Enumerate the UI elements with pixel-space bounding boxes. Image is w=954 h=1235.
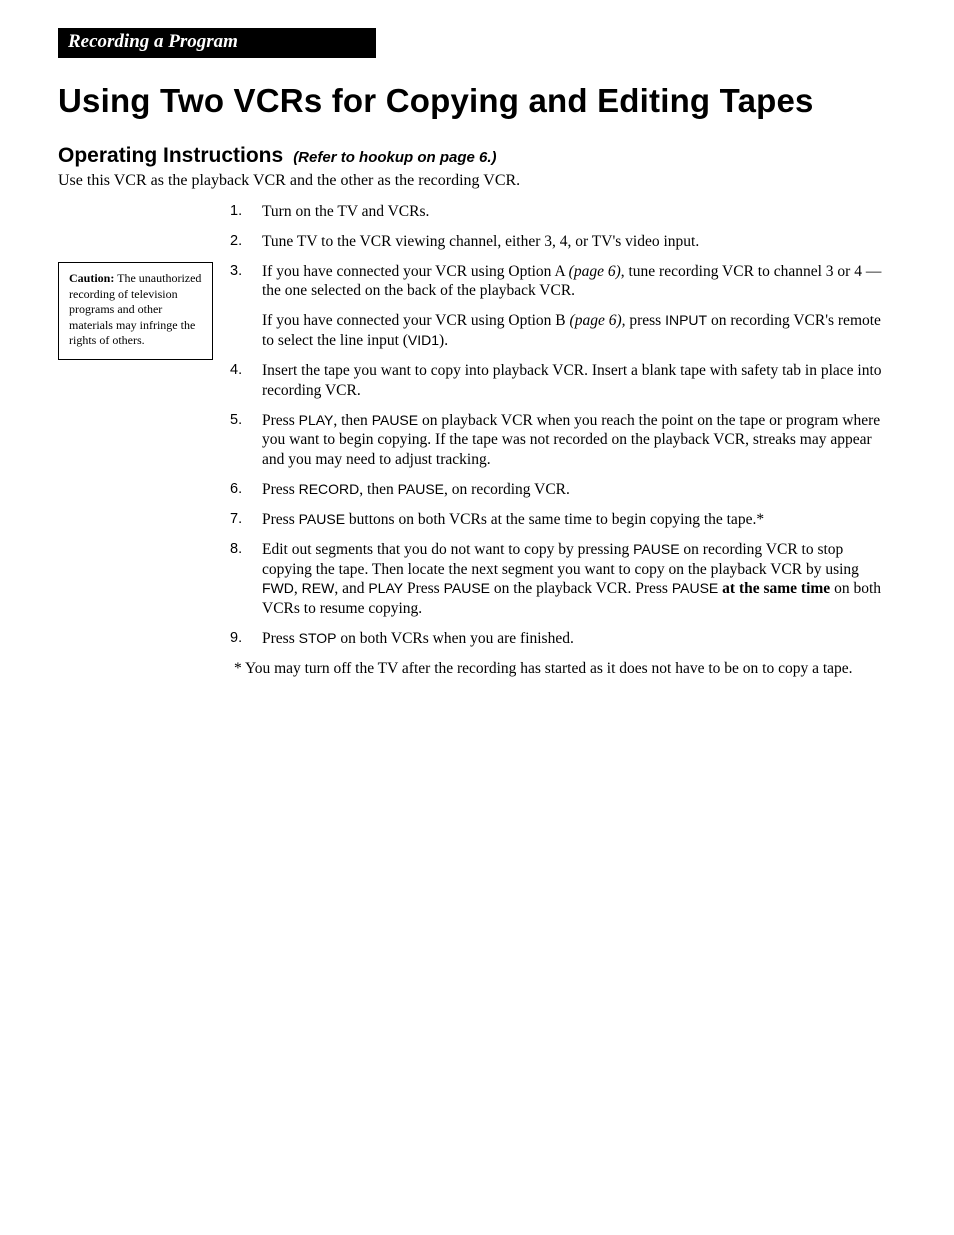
button-label: RECORD xyxy=(299,481,360,497)
text-run: on both VCRs when you are finished. xyxy=(336,630,573,647)
button-label: PAUSE xyxy=(672,580,718,596)
text-run: , xyxy=(294,580,302,597)
step-item: Press PLAY, then PAUSE on playback VCR w… xyxy=(230,411,896,470)
text-run: press xyxy=(625,312,665,329)
text-run: Insert the tape you want to copy into pl… xyxy=(262,362,882,399)
text-run: Turn on the TV and VCRs. xyxy=(262,203,429,220)
text-run: buttons on both VCRs at the same time to… xyxy=(345,511,764,528)
button-label: PAUSE xyxy=(299,511,345,527)
text-run: If you have connected your VCR using Opt… xyxy=(262,263,569,280)
button-label: INPUT xyxy=(665,312,707,328)
text-run: on the playback VCR. Press xyxy=(490,580,672,597)
button-label: PAUSE xyxy=(398,481,444,497)
steps-list: Turn on the TV and VCRs. Tune TV to the V… xyxy=(230,202,896,649)
step-item: Press STOP on both VCRs when you are fin… xyxy=(230,629,896,649)
button-label: PLAY xyxy=(368,580,403,596)
text-run: , then xyxy=(333,412,371,429)
text-run: Press xyxy=(403,580,443,597)
page-title: Using Two VCRs for Copying and Editing T… xyxy=(58,82,896,120)
text-run: Press xyxy=(262,511,299,528)
text-run: at the same time xyxy=(722,580,830,597)
button-label: PAUSE xyxy=(633,541,679,557)
step-item: Tune TV to the VCR viewing channel, eith… xyxy=(230,232,896,252)
button-label: FWD xyxy=(262,580,294,596)
footnote: * You may turn off the TV after the reco… xyxy=(230,659,896,679)
caution-label: Caution: xyxy=(69,271,114,285)
text-run: (page 6), xyxy=(570,312,626,329)
step-item: Press PAUSE buttons on both VCRs at the … xyxy=(230,510,896,530)
button-label: STOP xyxy=(299,630,337,646)
text-run: , on recording VCR. xyxy=(444,481,570,498)
section-tab: Recording a Program xyxy=(58,28,376,58)
text-run: Press xyxy=(262,481,299,498)
step-item: If you have connected your VCR using Opt… xyxy=(230,262,896,351)
subheading: Operating Instructions xyxy=(58,144,283,167)
text-run: , and xyxy=(334,580,368,597)
subheading-row: Operating Instructions (Refer to hookup … xyxy=(58,144,896,168)
step-item: Press RECORD, then PAUSE, on recording V… xyxy=(230,480,896,500)
step-subparagraph: If you have connected your VCR using Opt… xyxy=(262,311,896,351)
steps-column: Turn on the TV and VCRs. Tune TV to the V… xyxy=(226,202,896,679)
text-run: , then xyxy=(359,481,397,498)
step-item: Edit out segments that you do not want t… xyxy=(230,540,896,619)
text-run: (page 6) xyxy=(569,263,621,280)
button-label: VID1 xyxy=(408,332,439,348)
page: Recording a Program Using Two VCRs for C… xyxy=(0,0,954,1235)
text-run: Press xyxy=(262,630,299,647)
step-item: Insert the tape you want to copy into pl… xyxy=(230,361,896,401)
sidebar-column: Caution: The unauthorized recording of t… xyxy=(58,202,226,360)
text-run: ). xyxy=(439,332,448,349)
intro-text: Use this VCR as the playback VCR and the… xyxy=(58,172,896,190)
caution-box: Caution: The unauthorized recording of t… xyxy=(58,262,213,360)
button-label: PLAY xyxy=(299,412,334,428)
text-run: Press xyxy=(262,412,299,429)
step-item: Turn on the TV and VCRs. xyxy=(230,202,896,222)
text-run: If you have connected your VCR using Opt… xyxy=(262,312,570,329)
button-label: PAUSE xyxy=(444,580,490,596)
text-run: Tune TV to the VCR viewing channel, eith… xyxy=(262,233,699,250)
subheading-reference: (Refer to hookup on page 6.) xyxy=(293,149,496,166)
text-run: Edit out segments that you do not want t… xyxy=(262,541,633,558)
button-label: PAUSE xyxy=(372,412,418,428)
button-label: REW xyxy=(302,580,335,596)
content-columns: Caution: The unauthorized recording of t… xyxy=(58,202,896,679)
